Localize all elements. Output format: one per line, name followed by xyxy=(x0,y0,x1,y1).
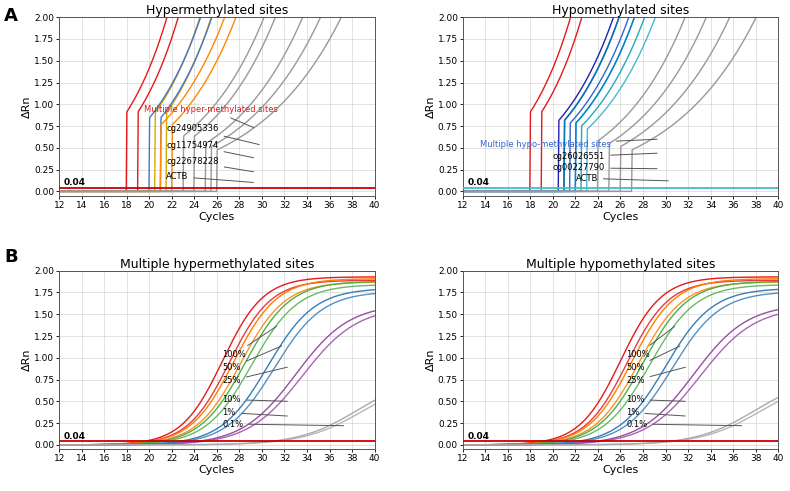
Text: A: A xyxy=(4,7,18,26)
Text: 50%: 50% xyxy=(626,346,680,372)
Text: 25%: 25% xyxy=(626,367,686,385)
Text: 100%: 100% xyxy=(626,327,675,359)
X-axis label: Cycles: Cycles xyxy=(199,212,235,221)
Text: cg11754974: cg11754974 xyxy=(166,141,254,158)
Title: Multiple hypermethylated sites: Multiple hypermethylated sites xyxy=(120,258,314,271)
Y-axis label: ΔRn: ΔRn xyxy=(22,349,32,371)
Text: Multiple hyper-methylated sites: Multiple hyper-methylated sites xyxy=(144,105,277,128)
X-axis label: Cycles: Cycles xyxy=(199,465,235,475)
Text: B: B xyxy=(4,248,17,266)
Title: Multiple hypomethylated sites: Multiple hypomethylated sites xyxy=(526,258,715,271)
Title: Hypomethylated sites: Hypomethylated sites xyxy=(552,4,689,17)
Text: 0.1%: 0.1% xyxy=(223,419,344,429)
Text: ACTB: ACTB xyxy=(166,172,254,183)
Text: 1%: 1% xyxy=(223,408,288,417)
Text: cg26026551: cg26026551 xyxy=(553,152,657,161)
Text: 0.04: 0.04 xyxy=(64,178,86,187)
Text: 10%: 10% xyxy=(626,395,685,404)
Text: 0.04: 0.04 xyxy=(468,432,489,441)
Y-axis label: ΔRn: ΔRn xyxy=(426,349,436,371)
Text: 0.04: 0.04 xyxy=(64,432,86,441)
Y-axis label: ΔRn: ΔRn xyxy=(426,95,436,118)
X-axis label: Cycles: Cycles xyxy=(602,465,638,475)
Text: 25%: 25% xyxy=(223,367,288,385)
X-axis label: Cycles: Cycles xyxy=(602,212,638,221)
Text: cg24905336: cg24905336 xyxy=(166,124,259,144)
Text: 0.04: 0.04 xyxy=(468,178,489,187)
Text: 10%: 10% xyxy=(223,395,288,404)
Text: Multiple hypo-methylated sites: Multiple hypo-methylated sites xyxy=(480,139,657,149)
Text: 100%: 100% xyxy=(223,326,276,359)
Text: 1%: 1% xyxy=(626,408,685,417)
Title: Hypermethylated sites: Hypermethylated sites xyxy=(146,4,288,17)
Text: cg00227790: cg00227790 xyxy=(553,164,657,172)
Text: 0.1%: 0.1% xyxy=(626,419,742,429)
Text: ACTB: ACTB xyxy=(575,174,668,183)
Text: cg22678228: cg22678228 xyxy=(166,157,254,172)
Y-axis label: ΔRn: ΔRn xyxy=(22,95,32,118)
Text: 50%: 50% xyxy=(223,346,282,372)
